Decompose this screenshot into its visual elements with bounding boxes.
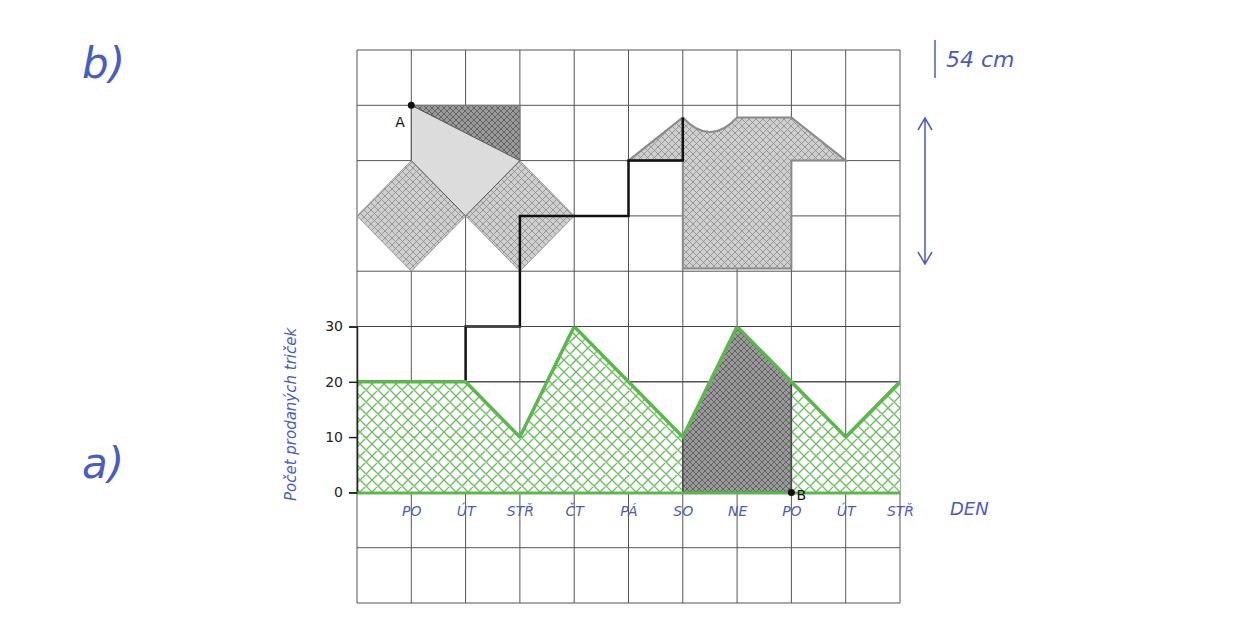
x-tick: STŘ <box>507 492 534 519</box>
y-tick-label: 10 <box>325 429 343 445</box>
part-label: a) <box>82 439 124 488</box>
triangle <box>411 105 520 216</box>
arrow <box>918 118 932 264</box>
y-tick: 30 <box>325 318 357 334</box>
grid-cell-line <box>357 492 900 493</box>
size-bracket <box>918 40 935 264</box>
part-label: b) <box>82 39 125 88</box>
y-tick-label: 30 <box>325 318 343 334</box>
y-tick: 0 <box>334 484 357 500</box>
x-tick: NE <box>728 492 747 519</box>
size-label: 54 cm <box>946 47 1015 72</box>
paper-grid <box>357 50 900 603</box>
line <box>357 327 900 438</box>
y-tick-mark <box>349 382 357 384</box>
point-label: A <box>395 114 405 130</box>
t-shirt <box>629 117 846 268</box>
x-axis-line <box>358 491 901 494</box>
x-axis: PO ÚT STŘ ČT PÁ SO NE PO ÚT STŘ <box>358 492 915 519</box>
x-tick-label: PO <box>402 503 421 519</box>
grid-line <box>357 326 900 327</box>
background <box>0 0 1255 634</box>
x-tick: SO <box>673 492 693 519</box>
grid-cell-line <box>357 547 900 548</box>
label-patch <box>795 487 807 503</box>
x-tick: PÁ <box>620 492 637 519</box>
y-tick: 20 <box>325 374 357 390</box>
x-tick: PO <box>402 492 421 519</box>
worksheet: 0 10 20 30 PO ÚT STŘ ČT PÁ SO NE PO ÚT STŘ DEN Počet pr… <box>0 0 1255 634</box>
grid-cell-line <box>357 326 900 327</box>
figure <box>357 105 846 382</box>
x-tick-label: STŘ <box>887 503 914 519</box>
x-tick-label: STŘ <box>507 503 534 519</box>
y-tick-label: 20 <box>325 374 343 390</box>
grid-line <box>357 492 900 493</box>
chart: 0 10 20 30 PO ÚT STŘ ČT PÁ SO NE PO ÚT STŘ <box>325 318 914 519</box>
grid <box>357 327 900 493</box>
x-tick: ČT <box>566 492 586 519</box>
x-tick-label: PO <box>782 503 801 519</box>
y-axis-title: Počet prodaných triček <box>282 327 300 502</box>
y-tick-mark <box>349 326 357 328</box>
x-tick: ÚT <box>837 492 857 519</box>
x-tick-label: ÚT <box>457 502 477 519</box>
grid-cell-line <box>357 603 900 604</box>
x-tick-label: SO <box>673 503 693 519</box>
y-axis: 0 10 20 30 <box>325 318 357 500</box>
y-tick: 10 <box>325 429 357 445</box>
x-tick-label: PÁ <box>620 503 637 519</box>
area <box>357 327 900 493</box>
x-tick: STŘ <box>887 492 914 519</box>
point <box>408 102 415 109</box>
x-axis-title: DEN <box>950 498 989 519</box>
highlight-area <box>683 327 792 493</box>
plot-area <box>357 327 900 493</box>
point-label: B <box>796 487 806 503</box>
x-tick: ÚT <box>457 492 477 519</box>
y-axis-line <box>349 327 358 493</box>
point <box>788 489 795 496</box>
y-tick-mark <box>349 437 357 439</box>
x-tick-label: ÚT <box>837 502 857 519</box>
y-tick-label: 0 <box>334 484 343 500</box>
x-tick-label: ČT <box>566 502 586 519</box>
y-tick-mark <box>349 492 357 494</box>
bracket-line <box>934 40 936 78</box>
x-tick-label: NE <box>728 503 747 519</box>
